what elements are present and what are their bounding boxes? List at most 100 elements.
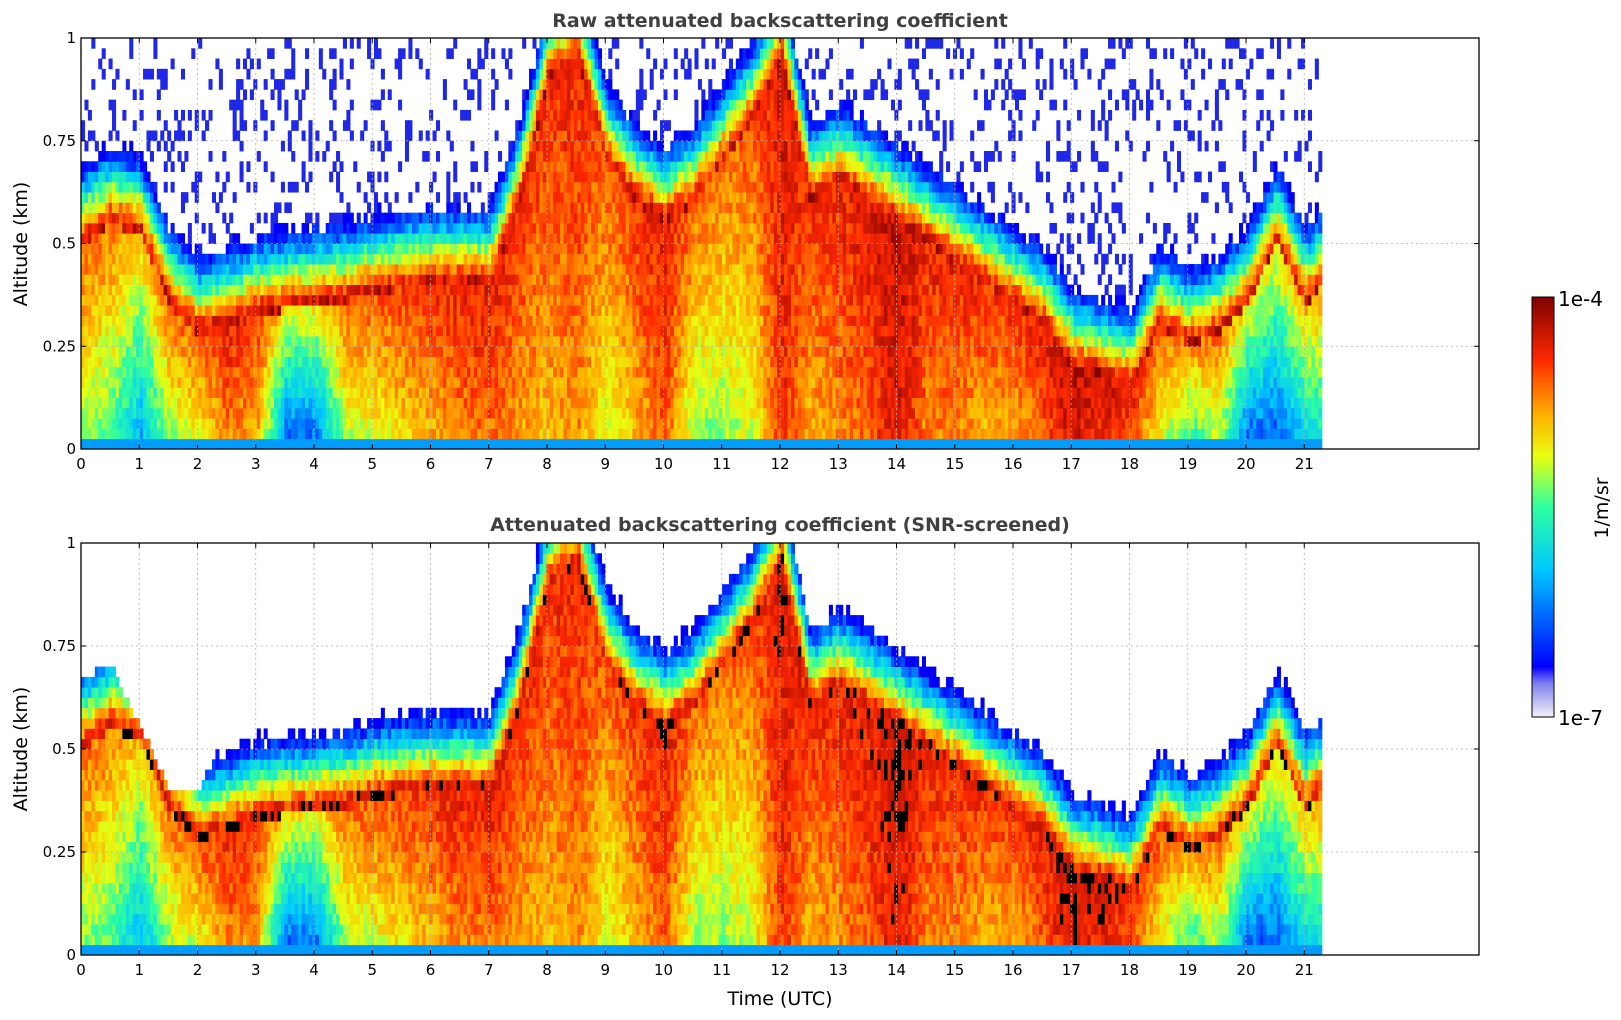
heatmap-cell: [429, 109, 434, 121]
heatmap-cell: [618, 264, 623, 275]
heatmap-cell: [274, 387, 279, 399]
heatmap-cell: [398, 335, 403, 347]
heatmap-cell: [339, 284, 344, 296]
heatmap-cell: [442, 284, 447, 296]
heatmap-cell: [308, 335, 313, 347]
heatmap-cell: [587, 284, 592, 296]
heatmap-cell: [429, 253, 434, 265]
heatmap-cell: [218, 438, 223, 449]
heatmap-cell: [143, 377, 148, 388]
heatmap-cell: [398, 243, 403, 255]
heatmap-cell: [460, 335, 465, 347]
heatmap-cell: [370, 140, 375, 152]
heatmap-cell: [284, 335, 289, 347]
heatmap-cell: [274, 315, 279, 327]
heatmap-cell: [94, 222, 99, 234]
heatmap-cell: [601, 335, 606, 347]
heatmap-cell: [325, 325, 330, 337]
heatmap-cell: [163, 233, 168, 244]
heatmap-cell: [563, 335, 568, 347]
heatmap-cell: [139, 294, 144, 306]
heatmap-cell: [404, 284, 410, 296]
heatmap-cell: [573, 48, 578, 59]
heatmap-cell: [653, 253, 658, 265]
heatmap-cell: [660, 377, 665, 388]
heatmap-cell: [129, 407, 134, 419]
heatmap-cell: [656, 438, 661, 449]
heatmap-cell: [346, 346, 351, 357]
heatmap-cell: [487, 407, 492, 419]
heatmap-cell: [597, 68, 603, 80]
heatmap-cell: [108, 171, 113, 183]
heatmap-cell: [422, 346, 427, 357]
heatmap-cell: [628, 428, 634, 440]
heatmap-cell: [118, 202, 123, 214]
heatmap-cell: [442, 305, 447, 316]
heatmap-cell: [322, 418, 327, 429]
heatmap-cell: [615, 335, 620, 347]
heatmap-cell: [549, 68, 554, 80]
heatmap-cell: [463, 346, 468, 357]
heatmap-cell: [546, 181, 551, 193]
heatmap-cell: [429, 356, 434, 368]
heatmap-cell: [153, 377, 158, 388]
heatmap-cell: [360, 366, 365, 378]
heatmap-cell: [339, 366, 344, 378]
heatmap-cell: [122, 325, 127, 337]
heatmap-cell: [577, 202, 582, 214]
heatmap-cell: [129, 284, 134, 296]
heatmap-cell: [232, 192, 237, 203]
heatmap-cell: [194, 387, 199, 399]
heatmap-cell: [611, 264, 616, 275]
heatmap-cell: [229, 253, 234, 265]
heatmap-cell: [577, 346, 582, 357]
heatmap-cell: [401, 284, 406, 296]
heatmap-cell: [597, 109, 603, 121]
heatmap-cell: [94, 356, 99, 368]
heatmap-cell: [453, 253, 458, 265]
heatmap-cell: [563, 346, 568, 357]
heatmap-cell: [329, 438, 334, 449]
heatmap-cell: [611, 222, 616, 234]
heatmap-cell: [666, 438, 671, 449]
heatmap-cell: [666, 192, 671, 203]
heatmap-cell: [518, 181, 523, 193]
heatmap-cell: [81, 438, 86, 449]
heatmap-cell: [253, 377, 258, 388]
heatmap-cell: [122, 161, 127, 172]
heatmap-cell: [236, 418, 241, 429]
heatmap-cell: [380, 356, 385, 368]
heatmap-cell: [494, 305, 499, 316]
heatmap-cell: [180, 428, 185, 440]
heatmap-cell: [608, 346, 613, 357]
heatmap-cell: [508, 387, 513, 399]
heatmap-cell: [511, 346, 516, 357]
heatmap-cell: [108, 253, 113, 265]
heatmap-cell: [535, 120, 540, 131]
heatmap-cell: [553, 181, 558, 193]
heatmap-cell: [391, 212, 396, 224]
heatmap-cell: [398, 274, 403, 286]
heatmap-cell: [411, 438, 416, 449]
heatmap-cell: [329, 243, 334, 255]
heatmap-cell: [546, 140, 551, 152]
heatmap-cell: [236, 387, 241, 399]
heatmap-cell: [525, 284, 530, 296]
heatmap-cell: [284, 38, 289, 49]
heatmap-cell: [553, 48, 558, 59]
heatmap-cell: [291, 274, 296, 286]
heatmap-cell: [360, 377, 365, 388]
heatmap-cell: [549, 222, 554, 234]
heatmap-cell: [349, 356, 354, 368]
heatmap-cell: [584, 315, 589, 327]
heatmap-cell: [494, 130, 499, 142]
heatmap-cell: [387, 387, 392, 399]
heatmap-cell: [470, 397, 475, 409]
heatmap-cell: [542, 325, 547, 337]
heatmap-cell: [270, 428, 275, 440]
heatmap-cell: [635, 325, 640, 337]
heatmap-cell: [542, 109, 547, 121]
heatmap-cell: [81, 222, 86, 234]
heatmap-cell: [294, 366, 299, 378]
heatmap-cell: [515, 397, 520, 409]
